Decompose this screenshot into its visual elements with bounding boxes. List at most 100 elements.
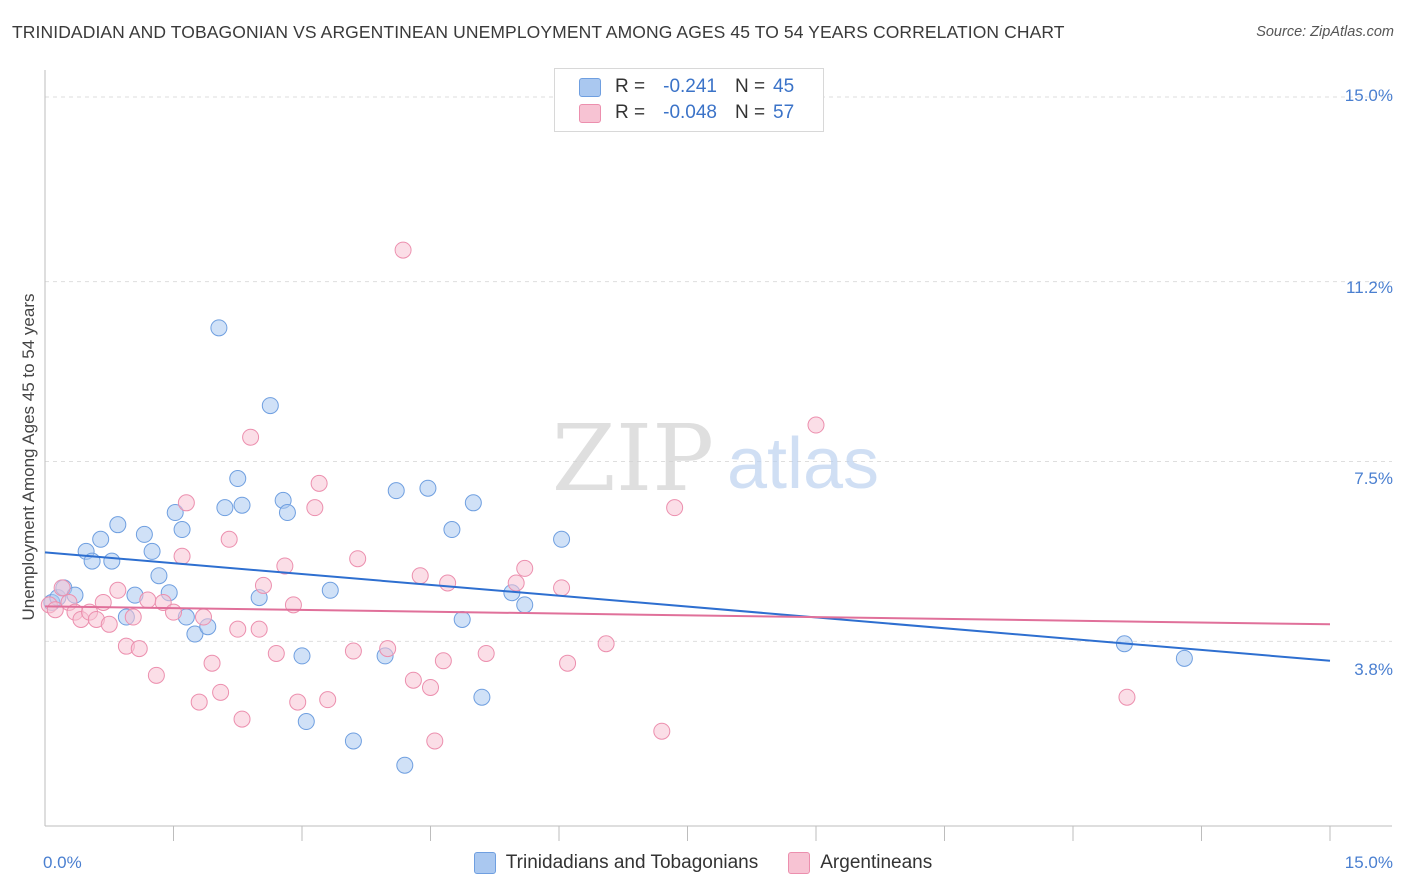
argentinean-point bbox=[203, 654, 221, 672]
trinidadian-point bbox=[233, 496, 251, 514]
trinidadian-point bbox=[321, 581, 339, 599]
argentinean-point bbox=[434, 652, 452, 670]
argentinean-point bbox=[177, 494, 195, 512]
trinidadian-trend-line bbox=[44, 551, 1331, 662]
series-legend-item-argentinean: Argentineans bbox=[788, 852, 932, 874]
argentinean-point bbox=[597, 635, 615, 653]
argentinean-point bbox=[422, 678, 439, 696]
chart-title: TRINIDADIAN AND TOBAGONIAN VS ARGENTINEA… bbox=[12, 22, 1065, 42]
trinidadian-point bbox=[166, 504, 184, 522]
legend-row-trinidadian: R = -0.241 N = 45 bbox=[579, 74, 794, 100]
argentinean-point bbox=[194, 608, 212, 626]
argentinean-point bbox=[310, 474, 328, 492]
argentinean-point bbox=[319, 691, 337, 709]
legend-r-value: -0.241 bbox=[663, 76, 717, 97]
y-tick-label: 15.0% bbox=[1344, 86, 1393, 105]
trinidadian-point bbox=[103, 552, 121, 570]
argentinean-point bbox=[306, 499, 324, 517]
argentinean-point bbox=[220, 530, 238, 548]
argentinean-trend-line bbox=[44, 605, 1331, 626]
argentinean-point bbox=[559, 654, 577, 672]
argentinean-point bbox=[289, 693, 307, 711]
watermark-atlas: atlas bbox=[727, 424, 879, 504]
argentinean-point bbox=[276, 557, 294, 575]
argentinean-point bbox=[250, 620, 268, 638]
trinidadian-point bbox=[278, 504, 296, 522]
trinidadian-point bbox=[297, 713, 315, 731]
argentinean-point bbox=[165, 603, 182, 621]
argentinean-point bbox=[190, 693, 208, 711]
argentinean-point bbox=[344, 642, 362, 660]
argentinean-point bbox=[379, 640, 397, 658]
legend-n-value: 57 bbox=[773, 102, 795, 123]
trinidadian-point bbox=[261, 397, 279, 415]
trinidadian-point bbox=[453, 610, 471, 628]
argentinean-point bbox=[477, 644, 495, 662]
trinidadian-point bbox=[293, 647, 311, 665]
argentinean-point bbox=[267, 644, 285, 662]
argentinean-point bbox=[349, 550, 367, 568]
legend-swatch-blue bbox=[579, 77, 601, 97]
argentinean-point bbox=[807, 416, 825, 434]
legend-r-label: R = bbox=[615, 102, 646, 123]
watermark: ZIP atlas bbox=[552, 405, 879, 512]
argentinean-point bbox=[254, 576, 272, 594]
argentinean-point bbox=[130, 640, 148, 658]
argentinean-point bbox=[507, 574, 525, 592]
argentinean-point bbox=[1118, 688, 1136, 706]
series-legend: Trinidadians and Tobagonians Argentinean… bbox=[0, 852, 1406, 874]
trinidadian-point bbox=[419, 479, 437, 497]
argentinean-point bbox=[516, 559, 534, 577]
argentinean-point bbox=[124, 608, 142, 626]
trinidadian-point bbox=[1175, 649, 1193, 667]
trinidadian-point bbox=[186, 625, 204, 643]
argentinean-point bbox=[242, 428, 260, 446]
legend-r-label: R = bbox=[615, 76, 646, 97]
trinidadian-point bbox=[150, 567, 168, 585]
trinidadian-point bbox=[216, 499, 234, 517]
legend-r-value: -0.048 bbox=[663, 102, 717, 123]
series-legend-label: Argentineans bbox=[820, 852, 933, 873]
trinidadian-point bbox=[173, 521, 191, 539]
trinidadian-point bbox=[396, 756, 414, 774]
trinidadian-point bbox=[109, 516, 127, 534]
trinidadian-point bbox=[92, 530, 110, 548]
x-tick-label: 0.0% bbox=[43, 853, 82, 872]
y-tick-label: 7.5% bbox=[1354, 469, 1393, 488]
argentinean-point bbox=[404, 671, 422, 689]
y-tick-label: 11.2% bbox=[1346, 278, 1393, 297]
argentinean-point bbox=[139, 591, 157, 609]
argentinean-point bbox=[233, 710, 251, 728]
series-swatch-blue bbox=[473, 852, 496, 874]
axes bbox=[44, 70, 1392, 841]
series-legend-label: Trinidadians and Tobagonians bbox=[505, 852, 759, 873]
trinidadian-point bbox=[473, 688, 491, 706]
trinidadian-point bbox=[210, 319, 228, 337]
argentinean-point bbox=[439, 574, 457, 592]
trinidadian-point bbox=[516, 596, 534, 614]
argentinean-point bbox=[53, 579, 71, 597]
grid-lines bbox=[45, 96, 1392, 642]
watermark-zip: ZIP bbox=[552, 405, 714, 512]
argentinean-point bbox=[411, 567, 429, 585]
trinidadian-point bbox=[443, 521, 461, 539]
argentinean-point bbox=[173, 547, 191, 565]
argentinean-point bbox=[666, 499, 684, 517]
chart-source: Source: ZipAtlas.com bbox=[1256, 24, 1394, 40]
y-axis-label: Unemployment Among Ages 45 to 54 years bbox=[19, 293, 38, 621]
trinidadian-point bbox=[553, 530, 571, 548]
argentinean-point bbox=[229, 620, 247, 638]
argentinean-point bbox=[426, 732, 444, 750]
legend-swatch-pink bbox=[579, 103, 601, 123]
argentinean-point bbox=[147, 666, 165, 684]
trinidadian-point bbox=[143, 542, 161, 560]
legend-row-argentinean: R = -0.048 N = 57 bbox=[579, 100, 794, 126]
trinidadian-point bbox=[344, 732, 362, 750]
argentinean-point bbox=[109, 581, 127, 599]
correlation-legend: R = -0.241 N = 45 R = -0.048 N = 57 bbox=[554, 68, 824, 132]
series-legend-item-trinidadian: Trinidadians and Tobagonians bbox=[473, 852, 759, 874]
series-swatch-pink bbox=[788, 852, 811, 874]
argentinean-point bbox=[100, 615, 118, 633]
trinidadian-point bbox=[229, 470, 247, 488]
